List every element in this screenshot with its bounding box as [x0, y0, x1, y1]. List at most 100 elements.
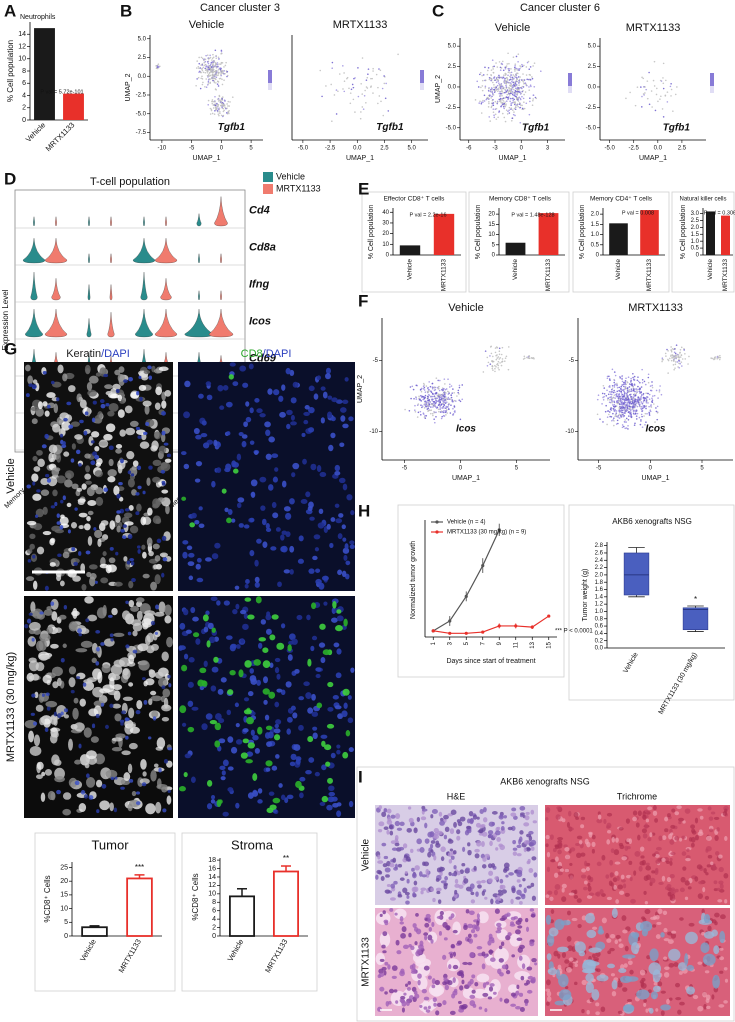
texture-spot: [641, 859, 646, 866]
texture-spot: [393, 880, 398, 885]
texture-spot: [509, 923, 516, 927]
texture-spot: [292, 712, 298, 719]
umap-cell: [614, 408, 616, 411]
texture-spot: [138, 384, 147, 391]
umap-cell: [511, 80, 513, 83]
umap-cell: [605, 394, 608, 397]
umap-cell: [204, 58, 207, 61]
umap-cell: [603, 387, 606, 389]
texture-spot: [191, 512, 197, 519]
umap-cell: [628, 386, 631, 388]
texture-spot: [386, 883, 391, 888]
texture-spot: [611, 836, 615, 843]
texture-spot: [86, 516, 91, 522]
texture-spot: [462, 961, 469, 966]
umap-cell: [677, 355, 680, 358]
y-axis-title: % Cell population: [475, 205, 482, 260]
texture-spot: [410, 848, 414, 853]
umap-cell: [526, 84, 528, 87]
texture-spot: [86, 776, 96, 788]
texture-spot: [491, 863, 496, 868]
texture-spot: [104, 384, 113, 390]
texture-spot: [575, 842, 580, 846]
umap-cell: [427, 405, 429, 407]
umap-cell: [601, 392, 604, 395]
umap-cell: [658, 389, 661, 391]
umap-cell: [522, 86, 525, 88]
umap-cell: [500, 85, 502, 88]
texture-spot: [476, 880, 482, 885]
umap-cell: [430, 390, 432, 392]
texture-spot: [346, 494, 353, 501]
bar: [538, 213, 559, 255]
umap-cell: [665, 79, 667, 82]
y-tick-label: 40: [382, 210, 389, 216]
umap-cell: [438, 385, 440, 388]
umap-cell: [622, 395, 625, 397]
texture-spot: [413, 927, 419, 932]
texture-spot: [242, 623, 249, 630]
umap-cell: [483, 94, 486, 97]
umap-cell: [630, 377, 632, 380]
texture-spot: [222, 759, 229, 767]
texture-spot: [244, 660, 252, 668]
umap-cell: [518, 78, 521, 81]
umap-cell: [623, 398, 625, 400]
texture-spot: [336, 609, 342, 614]
texture-spot: [488, 878, 493, 883]
texture-spot: [460, 1005, 467, 1010]
texture-spot: [495, 847, 499, 851]
violin: [55, 216, 57, 227]
texture-spot: [386, 808, 392, 814]
texture-spot: [66, 502, 72, 508]
texture-spot: [344, 377, 349, 382]
texture-spot: [230, 746, 238, 754]
box: [623, 552, 650, 596]
texture-spot: [449, 828, 455, 835]
y-axis-title: % Cell population: [579, 205, 586, 260]
texture-spot: [334, 464, 340, 472]
texture-spot: [161, 717, 170, 722]
umap-cell: [437, 408, 440, 411]
texture-spot: [557, 871, 563, 876]
umap-cell: [498, 353, 501, 356]
umap-cell: [209, 113, 212, 115]
texture-spot: [613, 849, 620, 856]
texture-spot: [328, 785, 335, 792]
texture-spot: [581, 868, 587, 873]
umap-cell: [196, 60, 199, 62]
colorbar: [710, 73, 714, 93]
umap-cell: [499, 84, 502, 86]
texture-spot: [236, 453, 242, 461]
umap-cell: [431, 382, 434, 385]
texture-spot: [119, 657, 131, 668]
texture-spot: [450, 943, 455, 949]
texture-spot: [523, 887, 527, 894]
umap-cell: [495, 88, 498, 90]
texture-spot: [450, 913, 455, 919]
umap-cell: [674, 363, 677, 366]
umap-cell: [526, 61, 529, 64]
gene-label: Icos: [456, 423, 476, 434]
texture-spot: [511, 825, 516, 831]
panel-frame: [572, 191, 670, 293]
texture-spot: [178, 786, 186, 792]
umap-cell: [670, 349, 672, 351]
umap-cell: [209, 63, 212, 66]
texture-spot: [110, 776, 115, 781]
texture-spot: [649, 877, 656, 884]
umap-cell: [678, 358, 680, 361]
texture-spot: [266, 741, 273, 747]
y-tick-label: 20: [60, 878, 68, 885]
texture-spot: [56, 397, 60, 402]
x-tick-label: 13: [530, 641, 536, 648]
texture-spot: [36, 546, 45, 555]
texture-spot: [399, 821, 405, 826]
texture-spot: [421, 988, 427, 994]
umap-cell: [223, 105, 225, 107]
umap-cell: [651, 384, 654, 387]
y-tick-label: 8: [22, 68, 26, 75]
texture-spot: [159, 552, 168, 558]
texture-spot: [224, 507, 229, 513]
umap-cell: [615, 394, 618, 396]
